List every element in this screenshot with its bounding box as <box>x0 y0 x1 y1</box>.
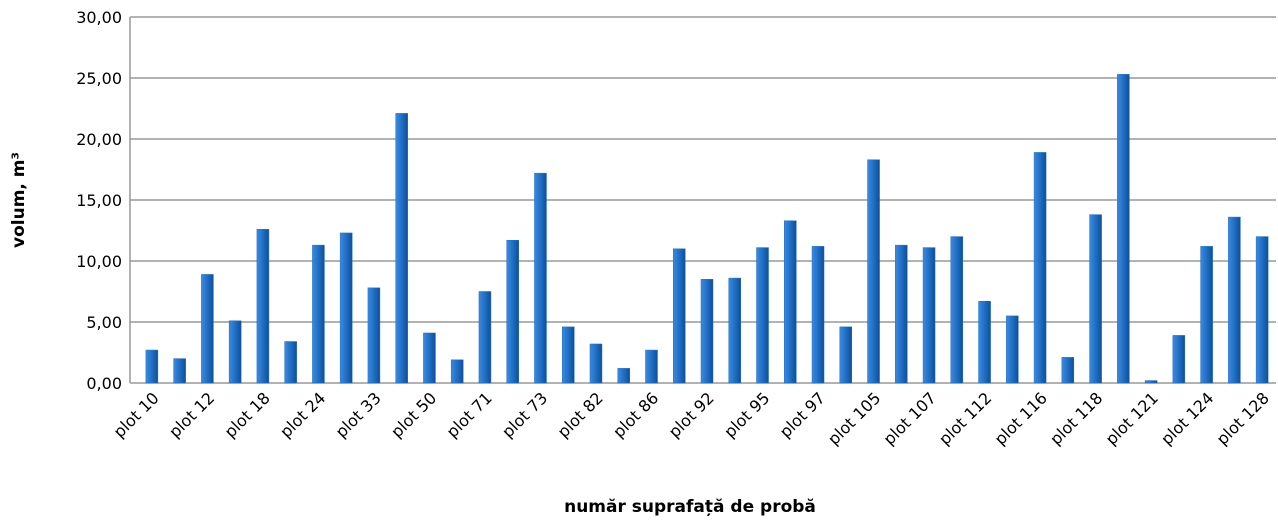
bar <box>1061 357 1075 384</box>
bar <box>256 229 270 384</box>
y-tick-label: 25,00 <box>76 69 122 88</box>
bar <box>756 247 769 384</box>
x-tick-label: plot 71 <box>443 388 496 441</box>
bar <box>672 248 686 384</box>
bar <box>867 159 880 384</box>
bar <box>811 246 825 384</box>
bar <box>201 274 214 384</box>
bar <box>478 291 492 384</box>
bar <box>173 358 186 384</box>
x-tick-label: plot 124 <box>1157 388 1217 448</box>
bar <box>395 113 408 384</box>
bar <box>700 279 714 384</box>
x-tick-label: plot 12 <box>165 388 218 441</box>
bar <box>784 220 797 384</box>
x-tick-label: plot 33 <box>332 388 385 441</box>
bar <box>1033 152 1047 384</box>
x-tick-label: plot 121 <box>1102 388 1162 448</box>
y-tick-label: 0,00 <box>86 374 122 393</box>
bar <box>228 320 242 384</box>
bar <box>922 247 936 384</box>
bar <box>367 287 381 384</box>
bar <box>950 236 964 384</box>
bar <box>1172 335 1186 384</box>
bar <box>1255 236 1269 384</box>
x-tick-label: plot 92 <box>665 388 718 441</box>
y-tick-label: 10,00 <box>76 252 122 271</box>
bar <box>895 244 908 384</box>
bar <box>534 172 547 384</box>
bar <box>1144 380 1158 384</box>
bar <box>617 368 630 384</box>
bar <box>312 244 325 384</box>
bar <box>1228 216 1241 384</box>
bar <box>339 232 353 384</box>
x-tick-label: plot 105 <box>824 388 884 448</box>
x-tick-label: plot 118 <box>1046 388 1106 448</box>
x-tick-label: plot 97 <box>776 388 829 441</box>
bar <box>284 341 297 384</box>
bar <box>1200 246 1213 384</box>
y-tick-label: 20,00 <box>76 130 122 149</box>
x-tick-label: plot 73 <box>498 388 551 441</box>
bar <box>645 349 658 384</box>
y-tick-label: 15,00 <box>76 191 122 210</box>
x-tick-label: plot 50 <box>387 388 440 441</box>
x-tick-label: plot 82 <box>554 388 607 441</box>
x-tick-label: plot 116 <box>991 388 1051 448</box>
x-tick-label: plot 128 <box>1213 388 1273 448</box>
bar <box>506 240 519 384</box>
x-tick-label: plot 18 <box>221 388 274 441</box>
bar <box>1117 74 1130 384</box>
x-tick-label: plot 112 <box>935 388 995 448</box>
x-tick-label: plot 10 <box>110 388 163 441</box>
x-axis-label: număr suprafață de probă <box>564 497 816 517</box>
x-tick-label: plot 95 <box>720 388 773 441</box>
y-axis-label: volum, m³ <box>9 152 29 248</box>
bar <box>839 326 853 384</box>
bar <box>728 277 742 384</box>
x-tick-label: plot 107 <box>880 388 940 448</box>
bar <box>978 301 991 384</box>
bar <box>423 332 436 384</box>
y-tick-label: 30,00 <box>76 8 122 27</box>
bar <box>561 326 575 384</box>
x-tick-label: plot 24 <box>276 388 329 441</box>
bar <box>589 343 603 384</box>
bar <box>145 349 159 384</box>
y-tick-label: 5,00 <box>86 313 122 332</box>
bar <box>1006 315 1019 384</box>
bar <box>1089 214 1102 384</box>
x-tick-label: plot 86 <box>609 388 662 441</box>
bar <box>450 359 464 384</box>
